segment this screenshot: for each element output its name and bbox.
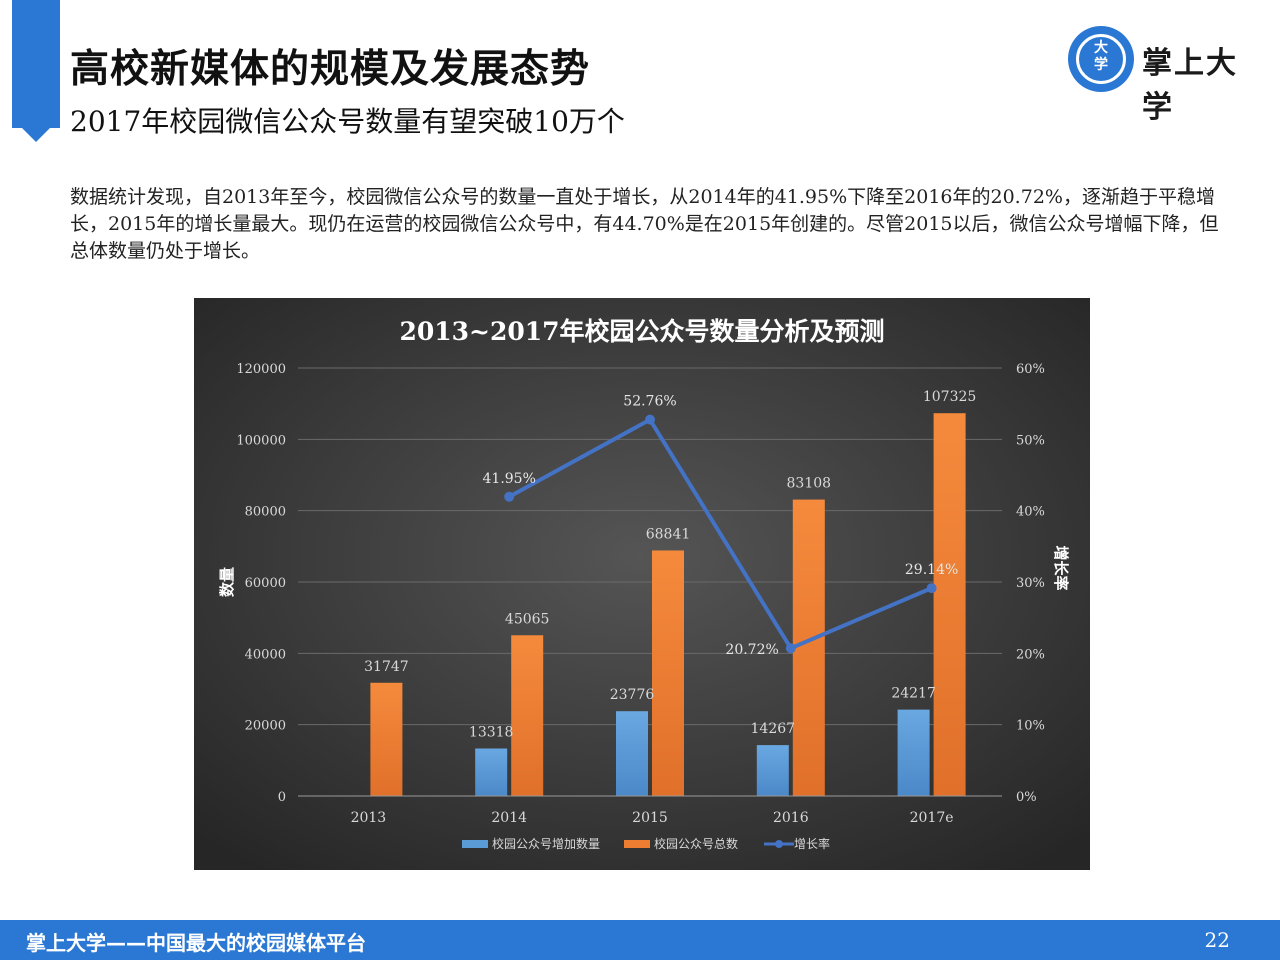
header-accent-bar [12, 0, 60, 128]
bar-total-label: 83108 [787, 476, 832, 492]
y2-tick-label: 40% [1016, 505, 1045, 520]
y2-tick-label: 10% [1016, 719, 1045, 734]
growth-rate-point [785, 643, 796, 654]
bar-increase-label: 23776 [610, 687, 655, 703]
legend-swatch [462, 840, 488, 848]
bar-increase-label: 14267 [751, 721, 796, 737]
bar-total [511, 635, 544, 796]
header-accent-tip [12, 118, 60, 142]
legend-label: 校园公众号增加数量 [492, 836, 600, 851]
y-tick-label: 0 [278, 790, 286, 805]
y-tick-label: 60000 [245, 576, 286, 591]
y2-tick-label: 50% [1016, 433, 1045, 448]
legend-label: 校园公众号总数 [654, 836, 738, 851]
bar-increase [616, 711, 648, 796]
y2-tick-label: 60% [1016, 362, 1045, 377]
y2-tick-label: 0% [1016, 790, 1037, 805]
description-paragraph: 数据统计发现，自2013年至今，校园微信公众号的数量一直处于增长，从2014年的… [70, 186, 1219, 262]
y2-tick-label: 20% [1016, 647, 1045, 662]
growth-rate-label: 29.14% [905, 562, 958, 578]
growth-rate-label: 52.76% [623, 394, 676, 410]
logo-text: 掌上大学 [1142, 46, 1238, 125]
footer-text: 掌上大学——中国最大的校园媒体平台 [26, 931, 366, 955]
bar-total-label: 45065 [505, 611, 550, 627]
bar-increase [756, 745, 789, 796]
page-subtitle: 2017年校园微信公众号数量有望突破10万个 [70, 105, 625, 138]
page-title: 高校新媒体的规模及发展态势 [70, 47, 591, 92]
bar-increase-label: 24217 [891, 686, 936, 702]
logo-mark-bottom: 学 [1094, 57, 1108, 73]
bar-total-label: 68841 [646, 526, 691, 542]
legend-label: 增长率 [794, 836, 830, 851]
x-tick-label: 2017e [910, 810, 954, 826]
y-tick-label: 20000 [245, 719, 286, 734]
bar-increase [475, 748, 508, 796]
growth-rate-point [645, 414, 655, 425]
page-number: 22 [1204, 928, 1230, 952]
legend-swatch-dot [775, 840, 783, 848]
growth-rate-label: 20.72% [725, 642, 778, 658]
bar-total [370, 682, 403, 796]
y-tick-label: 120000 [236, 362, 286, 377]
chart-title: 2013~2017年校园公众号数量分析及预测 [399, 317, 884, 346]
legend-swatch [624, 840, 650, 848]
growth-rate-line [508, 417, 933, 651]
bar-total [652, 550, 684, 796]
brand-logo: 大 学 掌上大学 [1068, 24, 1268, 125]
bar-increase-label: 13318 [469, 724, 514, 740]
logo-ring-icon [1076, 34, 1126, 84]
y-axis-label: 数量 [218, 567, 236, 597]
x-tick-label: 2015 [632, 810, 668, 826]
bar-increase [897, 709, 930, 796]
growth-rate-point [504, 491, 515, 502]
logo-mark: 大 学 [1086, 40, 1116, 74]
growth-chart: 2013~2017年校园公众号数量分析及预测 13318 23776 14267 24… [194, 298, 1090, 870]
bar-total [933, 413, 966, 796]
y-tick-label: 40000 [245, 647, 286, 662]
y-tick-label: 100000 [236, 433, 286, 448]
footer-bar: 掌上大学——中国最大的校园媒体平台 22 [0, 920, 1280, 960]
chart-panel: 2013~2017年校园公众号数量分析及预测 13318 23776 14267 24… [194, 298, 1090, 870]
growth-rate-label: 41.95% [483, 471, 536, 487]
y2-axis-label: 增长率 [1052, 545, 1070, 590]
x-tick-label: 2016 [773, 810, 809, 826]
x-tick-label: 2013 [351, 810, 387, 826]
logo-mark-top: 大 [1094, 40, 1108, 56]
y2-tick-label: 30% [1016, 576, 1045, 591]
x-tick-label: 2014 [491, 810, 527, 826]
bar-total [792, 499, 825, 796]
bar-total-label: 107325 [923, 389, 976, 405]
growth-rate-point [926, 583, 937, 594]
y-tick-label: 80000 [245, 505, 286, 520]
bar-total-label: 31747 [364, 659, 409, 675]
